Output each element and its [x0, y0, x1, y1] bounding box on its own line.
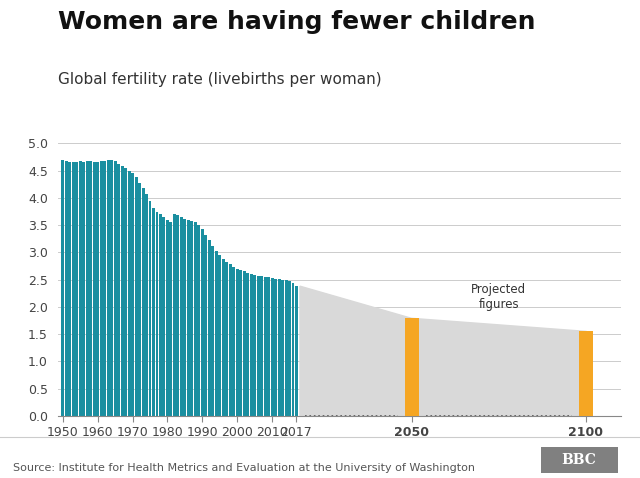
Bar [232, 267, 235, 416]
Bar [110, 160, 113, 416]
Bar [124, 168, 127, 416]
Bar [211, 246, 214, 416]
Text: Global fertility rate (livebirths per woman): Global fertility rate (livebirths per wo… [58, 72, 381, 87]
Bar [291, 283, 294, 416]
Bar [138, 183, 141, 416]
Bar [267, 277, 270, 416]
Bar [260, 276, 263, 416]
Bar [194, 222, 197, 416]
Bar [166, 220, 169, 416]
Bar [225, 262, 228, 416]
Bar [201, 229, 204, 416]
Bar [288, 281, 291, 416]
Bar [127, 171, 131, 416]
Bar [86, 162, 89, 416]
Text: Source: Institute for Health Metrics and Evaluation at the University of Washing: Source: Institute for Health Metrics and… [13, 463, 475, 473]
Bar [159, 214, 162, 416]
Bar [253, 275, 256, 416]
Bar [218, 255, 221, 416]
Bar [61, 160, 64, 416]
Bar [145, 194, 148, 416]
Bar [271, 278, 273, 416]
Bar [83, 162, 85, 416]
Bar [131, 174, 134, 416]
Bar [134, 177, 138, 416]
Bar [163, 217, 166, 416]
Bar [114, 161, 116, 416]
Bar [295, 286, 298, 416]
Bar [170, 222, 172, 416]
Bar [264, 277, 267, 416]
Bar [239, 270, 242, 416]
Bar [190, 221, 193, 416]
Bar [236, 269, 239, 416]
Bar [204, 235, 207, 416]
Bar [278, 279, 280, 416]
Bar [243, 272, 246, 416]
Bar [197, 225, 200, 416]
Bar [281, 280, 284, 416]
Bar [68, 162, 71, 416]
Bar [173, 214, 176, 416]
Bar [93, 162, 96, 416]
Bar [152, 208, 155, 416]
Text: Projected
figures: Projected figures [471, 283, 526, 311]
Bar [117, 164, 120, 416]
Bar [72, 163, 75, 416]
Bar [141, 188, 145, 416]
Bar [100, 162, 102, 416]
Text: Women are having fewer children: Women are having fewer children [58, 10, 535, 33]
Bar [222, 259, 225, 416]
Bar [120, 166, 124, 416]
Bar [156, 211, 159, 416]
Bar [246, 273, 249, 416]
Bar [228, 264, 232, 416]
Bar [215, 251, 218, 416]
Bar [180, 217, 183, 416]
Bar [107, 160, 109, 416]
Bar [579, 331, 593, 416]
Bar [250, 274, 253, 416]
Bar [79, 162, 82, 416]
Bar [76, 162, 78, 416]
Bar [65, 161, 68, 416]
Bar [103, 161, 106, 416]
Bar [208, 240, 211, 416]
Bar [187, 220, 190, 416]
Text: BBC: BBC [562, 453, 596, 467]
Bar [285, 280, 287, 416]
Bar [89, 161, 92, 416]
Bar [184, 218, 186, 416]
Polygon shape [300, 286, 586, 416]
Bar [274, 279, 277, 416]
Bar [177, 215, 179, 416]
Bar [148, 201, 152, 416]
Bar [257, 276, 260, 416]
Bar [404, 318, 419, 416]
Bar [96, 163, 99, 416]
